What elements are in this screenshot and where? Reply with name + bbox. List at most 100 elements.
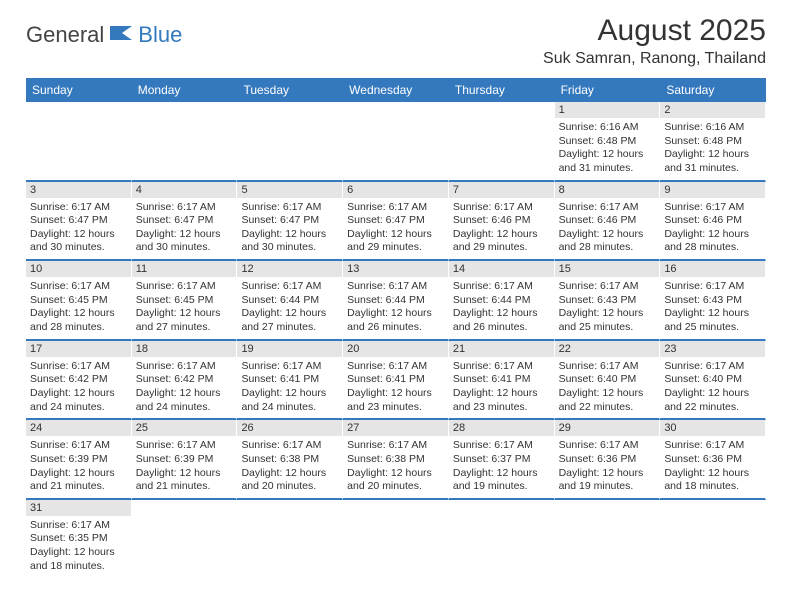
weekday-header: Tuesday: [237, 78, 343, 102]
day-cell: 25Sunrise: 6:17 AMSunset: 6:39 PMDayligh…: [132, 420, 238, 500]
day-cell: [237, 500, 343, 578]
day-body: Sunrise: 6:17 AMSunset: 6:47 PMDaylight:…: [132, 198, 237, 260]
sunrise-text: Sunrise: 6:16 AM: [664, 121, 761, 135]
daylight-text: Daylight: 12 hours and 24 minutes.: [136, 387, 233, 414]
day-number: 20: [343, 341, 448, 357]
sunset-text: Sunset: 6:46 PM: [664, 214, 761, 228]
daylight-text: Daylight: 12 hours and 27 minutes.: [136, 307, 233, 334]
sunset-text: Sunset: 6:43 PM: [664, 294, 761, 308]
sunrise-text: Sunrise: 6:17 AM: [136, 280, 233, 294]
daylight-text: Daylight: 12 hours and 18 minutes.: [30, 546, 127, 573]
sunrise-text: Sunrise: 6:17 AM: [347, 360, 444, 374]
day-body: Sunrise: 6:17 AMSunset: 6:46 PMDaylight:…: [660, 198, 765, 260]
day-number: 16: [660, 261, 765, 277]
day-cell: 17Sunrise: 6:17 AMSunset: 6:42 PMDayligh…: [26, 341, 132, 421]
daylight-text: Daylight: 12 hours and 30 minutes.: [30, 228, 127, 255]
day-body: Sunrise: 6:17 AMSunset: 6:41 PMDaylight:…: [343, 357, 448, 419]
day-number: 11: [132, 261, 237, 277]
sunset-text: Sunset: 6:41 PM: [347, 373, 444, 387]
day-body: Sunrise: 6:16 AMSunset: 6:48 PMDaylight:…: [555, 118, 660, 180]
daylight-text: Daylight: 12 hours and 29 minutes.: [347, 228, 444, 255]
daylight-text: Daylight: 12 hours and 20 minutes.: [347, 467, 444, 494]
day-cell: [343, 102, 449, 182]
daylight-text: Daylight: 12 hours and 24 minutes.: [241, 387, 338, 414]
sunset-text: Sunset: 6:40 PM: [559, 373, 656, 387]
sunrise-text: Sunrise: 6:17 AM: [664, 280, 761, 294]
week-row: 3Sunrise: 6:17 AMSunset: 6:47 PMDaylight…: [26, 182, 766, 262]
daylight-text: Daylight: 12 hours and 26 minutes.: [453, 307, 550, 334]
day-body: Sunrise: 6:17 AMSunset: 6:41 PMDaylight:…: [237, 357, 342, 419]
sunrise-text: Sunrise: 6:17 AM: [664, 360, 761, 374]
day-cell: [132, 500, 238, 578]
day-cell: [237, 102, 343, 182]
day-body: Sunrise: 6:17 AMSunset: 6:36 PMDaylight:…: [555, 436, 660, 498]
daylight-text: Daylight: 12 hours and 29 minutes.: [453, 228, 550, 255]
daylight-text: Daylight: 12 hours and 18 minutes.: [664, 467, 761, 494]
sunset-text: Sunset: 6:41 PM: [453, 373, 550, 387]
title-block: August 2025 Suk Samran, Ranong, Thailand: [543, 14, 766, 68]
sunrise-text: Sunrise: 6:17 AM: [453, 439, 550, 453]
sunset-text: Sunset: 6:47 PM: [347, 214, 444, 228]
day-number: 30: [660, 420, 765, 436]
day-number: 9: [660, 182, 765, 198]
day-cell: 1Sunrise: 6:16 AMSunset: 6:48 PMDaylight…: [555, 102, 661, 182]
day-number: 3: [26, 182, 131, 198]
sunrise-text: Sunrise: 6:17 AM: [30, 519, 127, 533]
sunset-text: Sunset: 6:44 PM: [347, 294, 444, 308]
weekday-header: Monday: [132, 78, 238, 102]
sunrise-text: Sunrise: 6:17 AM: [453, 201, 550, 215]
daylight-text: Daylight: 12 hours and 19 minutes.: [559, 467, 656, 494]
month-title: August 2025: [543, 14, 766, 48]
day-number: 1: [555, 102, 660, 118]
sunset-text: Sunset: 6:40 PM: [664, 373, 761, 387]
sunset-text: Sunset: 6:44 PM: [241, 294, 338, 308]
sunset-text: Sunset: 6:45 PM: [136, 294, 233, 308]
sunrise-text: Sunrise: 6:17 AM: [136, 201, 233, 215]
day-number: 29: [555, 420, 660, 436]
sunset-text: Sunset: 6:47 PM: [241, 214, 338, 228]
day-body: Sunrise: 6:17 AMSunset: 6:47 PMDaylight:…: [343, 198, 448, 260]
day-number: 2: [660, 102, 765, 118]
day-cell: 23Sunrise: 6:17 AMSunset: 6:40 PMDayligh…: [660, 341, 766, 421]
week-row: 17Sunrise: 6:17 AMSunset: 6:42 PMDayligh…: [26, 341, 766, 421]
day-number: 18: [132, 341, 237, 357]
daylight-text: Daylight: 12 hours and 23 minutes.: [453, 387, 550, 414]
sunrise-text: Sunrise: 6:17 AM: [347, 439, 444, 453]
sunrise-text: Sunrise: 6:17 AM: [347, 280, 444, 294]
daylight-text: Daylight: 12 hours and 25 minutes.: [559, 307, 656, 334]
day-body: Sunrise: 6:17 AMSunset: 6:38 PMDaylight:…: [237, 436, 342, 498]
day-number: 17: [26, 341, 131, 357]
day-cell: 20Sunrise: 6:17 AMSunset: 6:41 PMDayligh…: [343, 341, 449, 421]
weeks-container: 1Sunrise: 6:16 AMSunset: 6:48 PMDaylight…: [26, 102, 766, 578]
day-cell: 19Sunrise: 6:17 AMSunset: 6:41 PMDayligh…: [237, 341, 343, 421]
day-cell: 9Sunrise: 6:17 AMSunset: 6:46 PMDaylight…: [660, 182, 766, 262]
day-body: Sunrise: 6:17 AMSunset: 6:47 PMDaylight:…: [26, 198, 131, 260]
daylight-text: Daylight: 12 hours and 27 minutes.: [241, 307, 338, 334]
sunrise-text: Sunrise: 6:17 AM: [30, 360, 127, 374]
day-body: Sunrise: 6:17 AMSunset: 6:43 PMDaylight:…: [555, 277, 660, 339]
day-number: 21: [449, 341, 554, 357]
daylight-text: Daylight: 12 hours and 28 minutes.: [30, 307, 127, 334]
daylight-text: Daylight: 12 hours and 20 minutes.: [241, 467, 338, 494]
sunrise-text: Sunrise: 6:17 AM: [559, 360, 656, 374]
day-cell: 16Sunrise: 6:17 AMSunset: 6:43 PMDayligh…: [660, 261, 766, 341]
header: General Blue August 2025 Suk Samran, Ran…: [0, 0, 792, 72]
day-cell: 31Sunrise: 6:17 AMSunset: 6:35 PMDayligh…: [26, 500, 132, 578]
day-number: 12: [237, 261, 342, 277]
day-cell: 6Sunrise: 6:17 AMSunset: 6:47 PMDaylight…: [343, 182, 449, 262]
daylight-text: Daylight: 12 hours and 30 minutes.: [136, 228, 233, 255]
day-cell: 14Sunrise: 6:17 AMSunset: 6:44 PMDayligh…: [449, 261, 555, 341]
day-body: Sunrise: 6:17 AMSunset: 6:46 PMDaylight:…: [555, 198, 660, 260]
day-cell: 7Sunrise: 6:17 AMSunset: 6:46 PMDaylight…: [449, 182, 555, 262]
day-cell: 8Sunrise: 6:17 AMSunset: 6:46 PMDaylight…: [555, 182, 661, 262]
sunset-text: Sunset: 6:44 PM: [453, 294, 550, 308]
daylight-text: Daylight: 12 hours and 19 minutes.: [453, 467, 550, 494]
sunset-text: Sunset: 6:35 PM: [30, 532, 127, 546]
day-body: Sunrise: 6:17 AMSunset: 6:43 PMDaylight:…: [660, 277, 765, 339]
day-number: 19: [237, 341, 342, 357]
day-body: Sunrise: 6:17 AMSunset: 6:44 PMDaylight:…: [237, 277, 342, 339]
sunrise-text: Sunrise: 6:16 AM: [559, 121, 656, 135]
sunset-text: Sunset: 6:37 PM: [453, 453, 550, 467]
sunrise-text: Sunrise: 6:17 AM: [559, 280, 656, 294]
day-cell: [26, 102, 132, 182]
